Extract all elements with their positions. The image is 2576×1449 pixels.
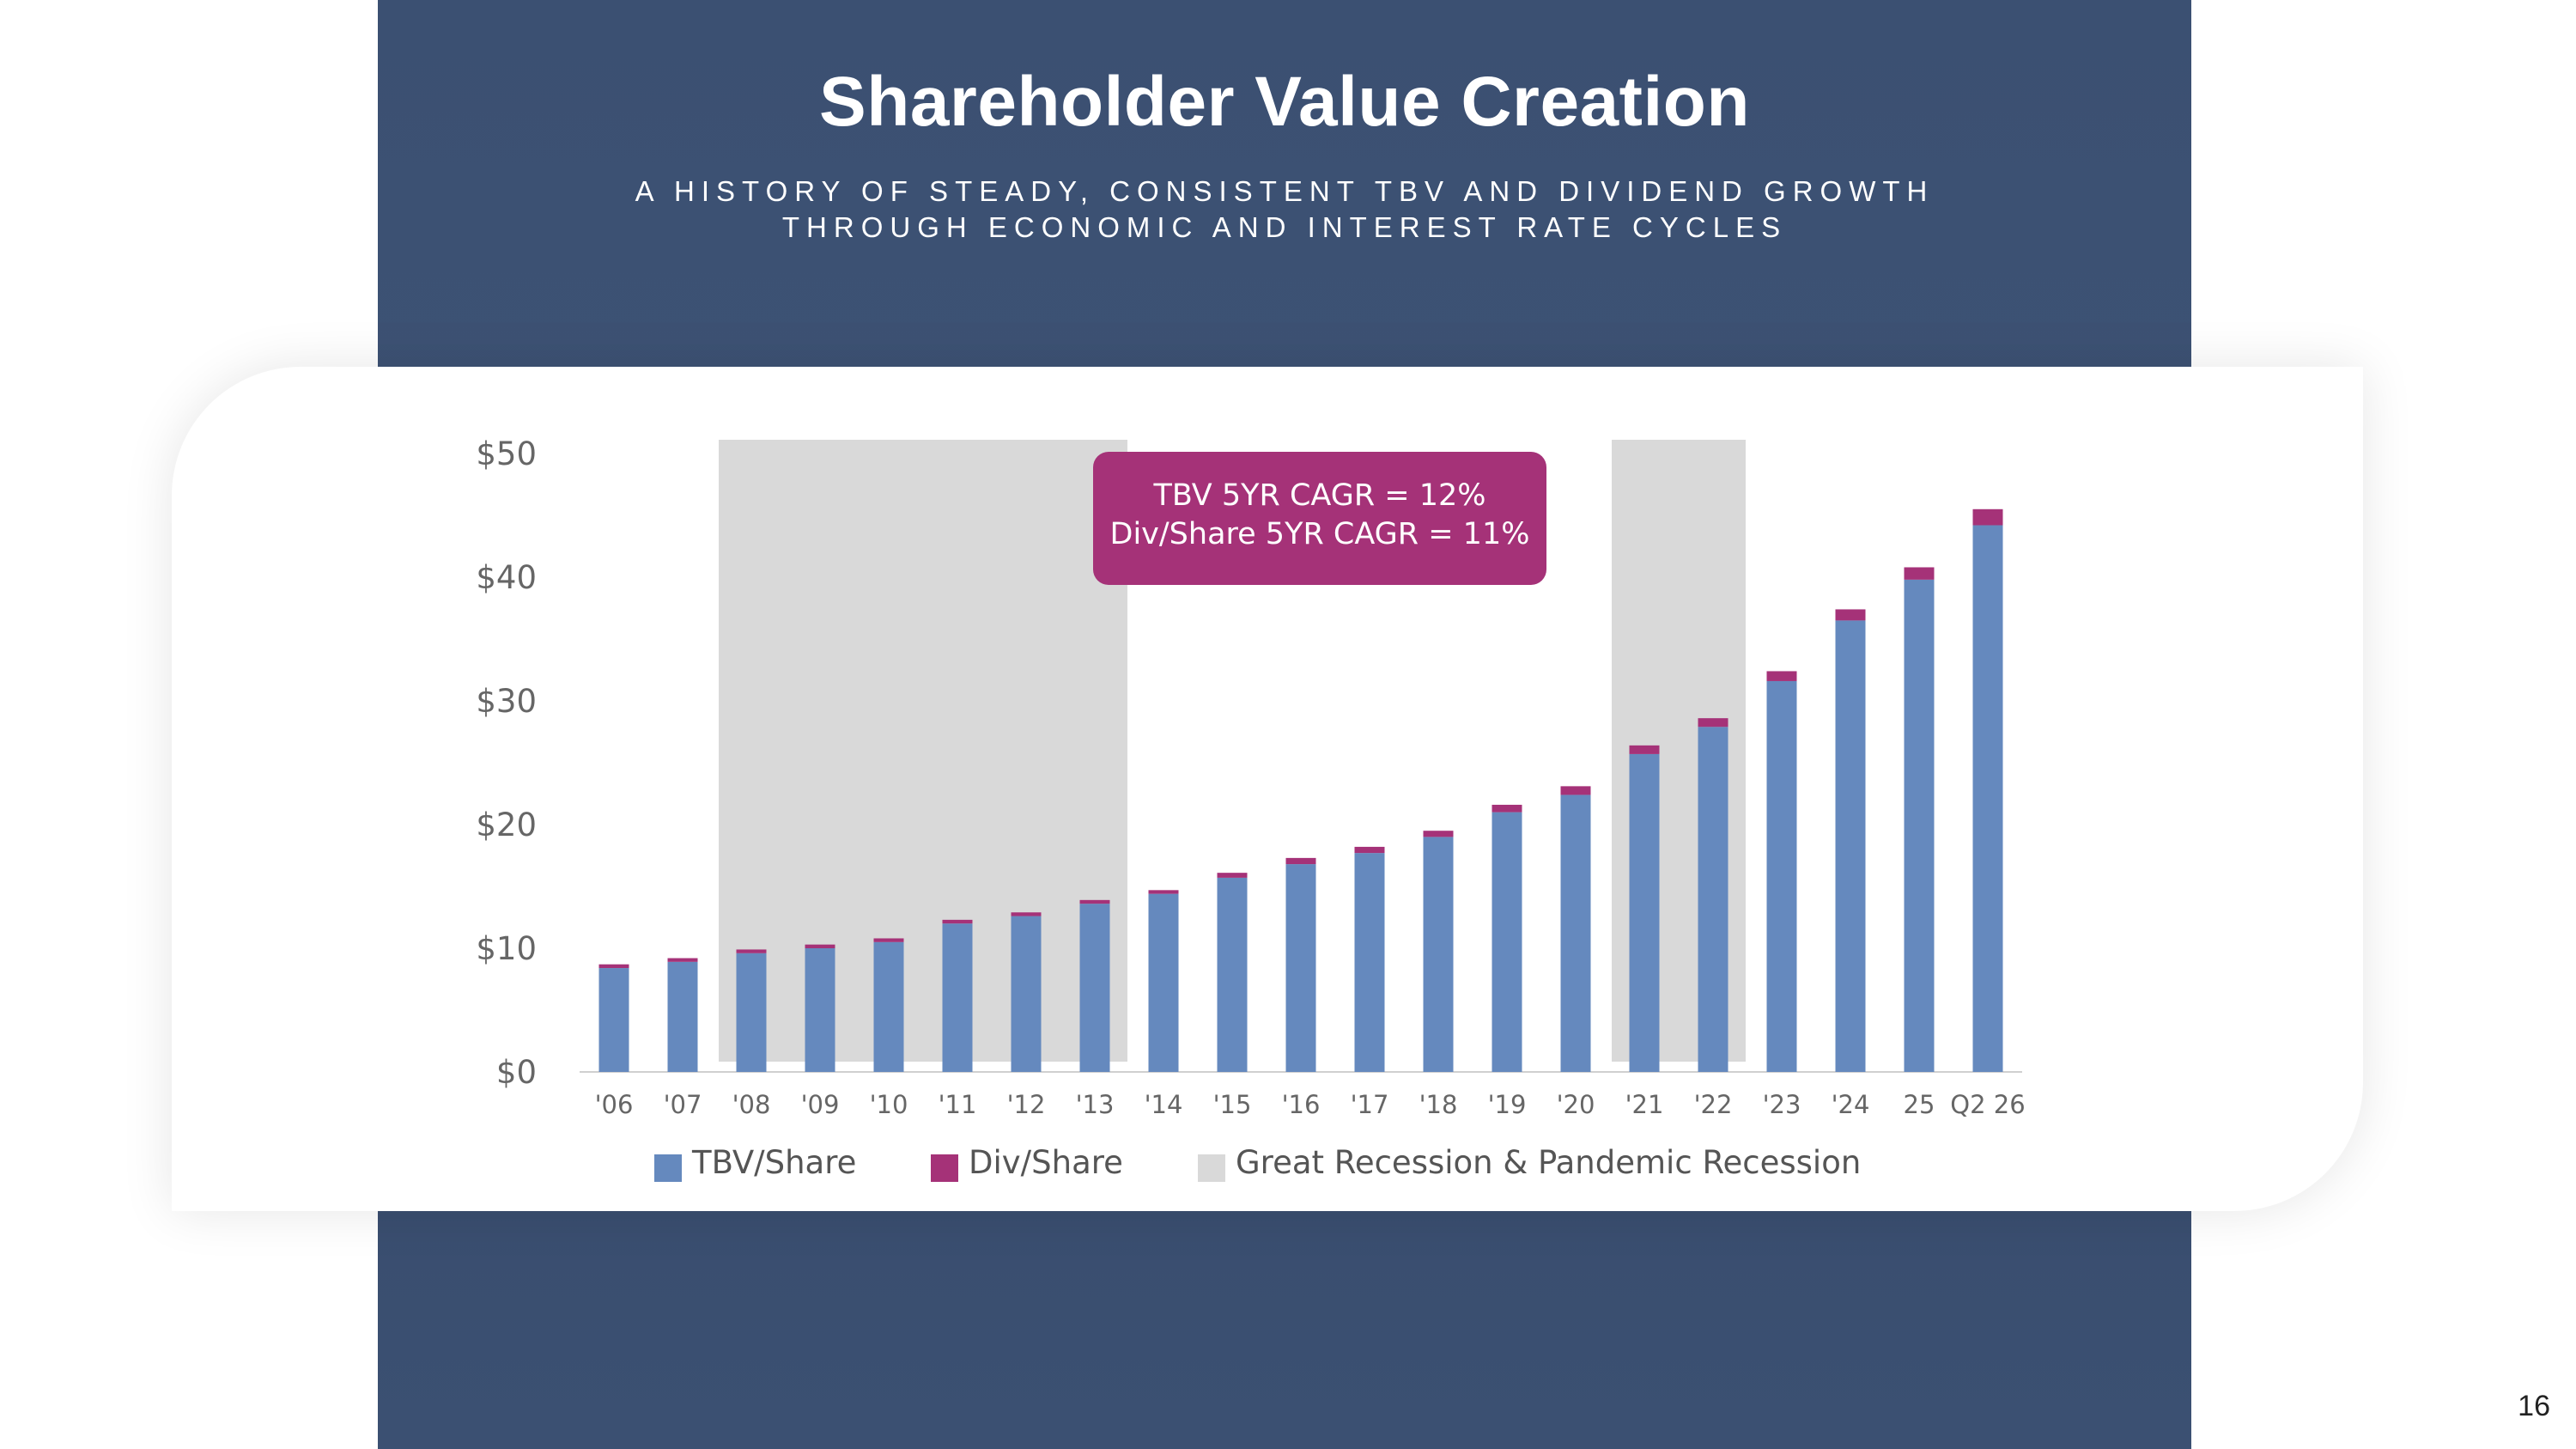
bar-tbv-0 [598, 968, 629, 1072]
y-tick-label: $30 [476, 683, 537, 720]
bar-tbv-4 [873, 941, 904, 1072]
page-number: 16 [2518, 1390, 2550, 1422]
bar-tbv-5 [942, 923, 973, 1072]
bar-div-12 [1423, 831, 1454, 837]
bar-tbv-8 [1148, 893, 1179, 1072]
bar-div-5 [942, 919, 973, 924]
x-tick-label: '20 [1557, 1090, 1595, 1119]
bar-div-1 [667, 958, 698, 962]
bar-tbv-1 [667, 961, 698, 1072]
bar-tbv-3 [805, 948, 835, 1072]
bar-tbv-7 [1079, 904, 1110, 1072]
bar-div-8 [1148, 890, 1179, 894]
legend-div-swatch [931, 1154, 958, 1182]
bar-div-18 [1835, 609, 1866, 621]
x-tick-label: '09 [801, 1090, 840, 1119]
bar-div-9 [1217, 873, 1248, 878]
x-tick-label: 25 [1904, 1090, 1935, 1119]
bar-div-13 [1492, 804, 1522, 813]
y-tick-label: $40 [476, 559, 537, 596]
bar-div-15 [1629, 745, 1660, 754]
bar-div-4 [873, 938, 904, 942]
x-tick-label: '17 [1351, 1090, 1389, 1119]
bar-tbv-20 [1972, 525, 2003, 1072]
x-tick-label: '14 [1145, 1090, 1183, 1119]
bar-div-11 [1354, 846, 1385, 854]
y-tick-label: $20 [476, 807, 537, 843]
x-tick-label: '08 [732, 1090, 771, 1119]
bar-tbv-12 [1423, 837, 1454, 1072]
bar-div-0 [598, 964, 629, 969]
recession-band-1 [719, 440, 1127, 1062]
x-tick-label: '13 [1076, 1090, 1115, 1119]
x-tick-label: '19 [1488, 1090, 1527, 1119]
bar-div-3 [805, 944, 835, 948]
x-tick-label: '18 [1419, 1090, 1458, 1119]
bar-div-6 [1011, 912, 1042, 916]
bar-tbv-2 [736, 953, 767, 1072]
bar-div-7 [1079, 899, 1110, 904]
cagr-callout-box [1093, 452, 1546, 585]
bar-tbv-6 [1011, 916, 1042, 1072]
legend-tbv-label: TBV/Share [691, 1144, 856, 1181]
page-title: Shareholder Value Creation [819, 63, 1750, 141]
legend-recession-label: Great Recession & Pandemic Recession [1236, 1144, 1861, 1181]
bar-tbv-10 [1285, 864, 1316, 1072]
y-tick-label: $10 [476, 930, 537, 967]
bar-div-20 [1972, 508, 2003, 526]
cagr-div-text: Div/Share 5YR CAGR = 11% [1110, 517, 1530, 551]
x-tick-label: '16 [1282, 1090, 1321, 1119]
bar-div-17 [1766, 671, 1797, 681]
x-tick-label: Q2 26 [1950, 1090, 2025, 1119]
bar-tbv-11 [1354, 853, 1385, 1072]
legend-recession-swatch [1198, 1154, 1225, 1182]
x-tick-label: '12 [1007, 1090, 1046, 1119]
legend-div-label: Div/Share [969, 1144, 1123, 1181]
cagr-callout: TBV 5YR CAGR = 12% Div/Share 5YR CAGR = … [1093, 452, 1546, 585]
x-tick-label: '07 [664, 1090, 702, 1119]
bar-div-10 [1285, 857, 1316, 865]
bar-div-19 [1904, 567, 1935, 580]
y-tick-label: $0 [496, 1054, 537, 1091]
x-tick-label: '24 [1832, 1090, 1870, 1119]
legend-tbv-swatch [654, 1154, 682, 1182]
bar-div-16 [1698, 718, 1728, 728]
page-subtitle: A HISTORY OF STEADY, CONSISTENT TBV AND … [635, 175, 1935, 243]
bar-tbv-13 [1492, 812, 1522, 1072]
bar-tbv-14 [1560, 795, 1591, 1072]
bar-tbv-17 [1766, 680, 1797, 1072]
x-tick-label: '10 [870, 1090, 908, 1119]
bar-tbv-19 [1904, 579, 1935, 1072]
y-tick-label: $50 [476, 435, 537, 472]
x-tick-label: '22 [1694, 1090, 1733, 1119]
cagr-tbv-text: TBV 5YR CAGR = 12% [1152, 478, 1485, 513]
x-tick-label: '15 [1213, 1090, 1252, 1119]
bar-tbv-16 [1698, 727, 1728, 1072]
legend: TBV/Share Div/Share Great Recession & Pa… [654, 1144, 1861, 1182]
x-tick-label: '21 [1625, 1090, 1664, 1119]
bar-tbv-15 [1629, 753, 1660, 1072]
bar-div-2 [736, 949, 767, 953]
bar-div-14 [1560, 786, 1591, 795]
x-tick-label: '06 [595, 1090, 634, 1119]
x-tick-label: '23 [1763, 1090, 1801, 1119]
bar-tbv-18 [1835, 620, 1866, 1072]
x-tick-label: '11 [939, 1090, 977, 1119]
bar-tbv-9 [1217, 877, 1248, 1072]
